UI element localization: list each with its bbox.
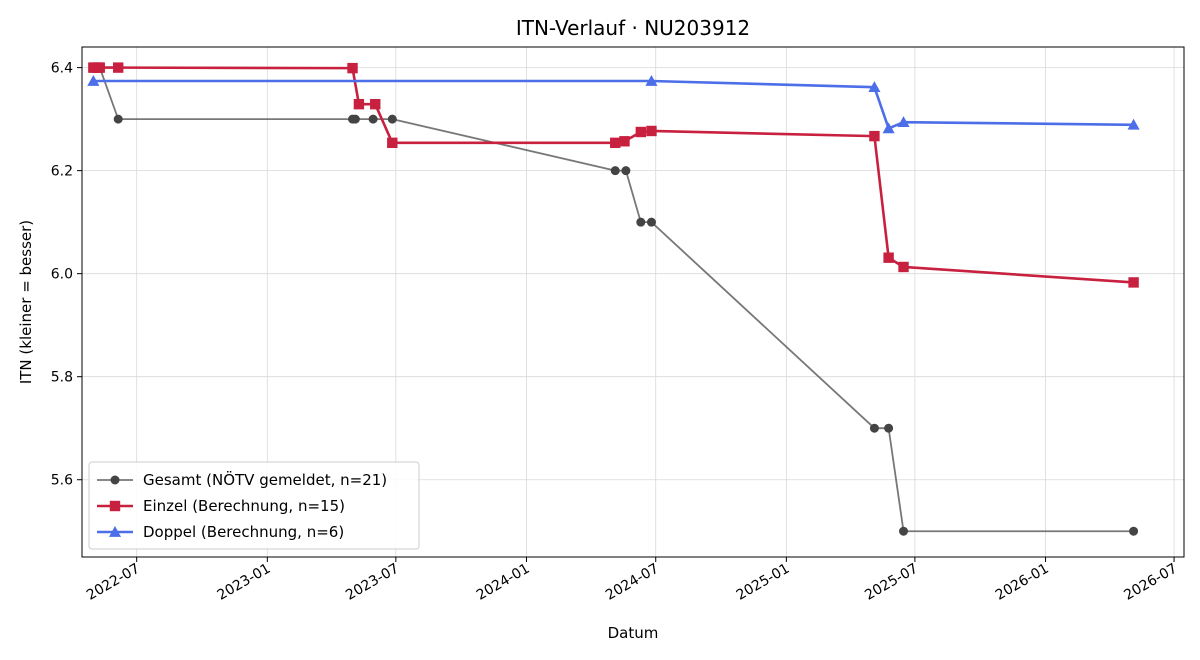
data-point bbox=[645, 74, 658, 86]
y-tick-label: 5.6 bbox=[51, 473, 73, 489]
x-tick-label: 2025-01 bbox=[734, 561, 793, 604]
data-point bbox=[353, 98, 365, 110]
data-point bbox=[884, 423, 894, 433]
data-point bbox=[1129, 526, 1139, 536]
chart-title: ITN-Verlauf · NU203912 bbox=[516, 16, 750, 40]
data-point bbox=[87, 74, 100, 86]
legend-item: Einzel (Berechnung, n=15) bbox=[97, 497, 345, 515]
x-axis-label: Datum bbox=[608, 624, 659, 642]
series-line bbox=[93, 66, 1134, 284]
data-point bbox=[368, 114, 378, 124]
data-point bbox=[646, 125, 657, 137]
y-tick-label: 6.4 bbox=[51, 61, 73, 77]
data-point bbox=[370, 98, 381, 110]
x-tick-label: 2022-07 bbox=[84, 561, 143, 604]
series-layer bbox=[87, 62, 1140, 536]
y-axis-label: ITN (kleiner = besser) bbox=[17, 220, 35, 384]
legend-label: Gesamt (NÖTV gemeldet, n=21) bbox=[143, 470, 387, 489]
legend-item: Doppel (Berechnung, n=6) bbox=[97, 523, 344, 541]
legend-item: Gesamt (NÖTV gemeldet, n=21) bbox=[97, 470, 387, 489]
series-line bbox=[93, 79, 1134, 130]
x-tick-label: 2024-01 bbox=[474, 561, 533, 604]
data-point bbox=[619, 136, 630, 147]
data-point bbox=[113, 114, 123, 124]
x-tick-label: 2026-01 bbox=[993, 561, 1052, 604]
x-tick-label: 2023-07 bbox=[343, 561, 402, 604]
data-point bbox=[387, 137, 398, 149]
data-point bbox=[898, 261, 909, 273]
data-point bbox=[387, 114, 397, 124]
data-point bbox=[883, 252, 894, 263]
x-tick-label: 2025-07 bbox=[862, 561, 921, 604]
plot-area-frame bbox=[81, 46, 1185, 558]
data-point bbox=[108, 525, 122, 537]
data-point bbox=[1127, 118, 1140, 130]
series-square bbox=[88, 62, 1139, 288]
legend: Gesamt (NÖTV gemeldet, n=21) Einzel (Bere… bbox=[88, 461, 420, 550]
data-point bbox=[636, 217, 646, 227]
data-point bbox=[869, 130, 880, 142]
legend-label: Doppel (Berechnung, n=6) bbox=[143, 523, 344, 541]
data-point bbox=[113, 62, 124, 73]
data-point bbox=[110, 475, 120, 485]
data-point bbox=[347, 62, 358, 74]
data-point bbox=[646, 217, 656, 227]
data-point bbox=[635, 126, 647, 138]
legend-label: Einzel (Berechnung, n=15) bbox=[143, 497, 345, 515]
y-tick-label: 6.0 bbox=[51, 267, 73, 283]
data-point bbox=[899, 526, 909, 536]
data-point bbox=[869, 423, 879, 433]
y-tick-label: 6.2 bbox=[51, 164, 73, 180]
y-tick-label: 5.8 bbox=[51, 370, 73, 386]
data-point bbox=[109, 500, 121, 512]
data-point bbox=[1128, 277, 1139, 288]
legend-box bbox=[88, 461, 420, 550]
data-point bbox=[610, 166, 620, 176]
data-point bbox=[868, 81, 881, 93]
series-triangle bbox=[87, 74, 1140, 134]
data-point bbox=[350, 114, 360, 124]
data-point bbox=[610, 137, 621, 149]
grid bbox=[82, 47, 1184, 557]
data-point bbox=[94, 62, 105, 73]
x-tick-label: 2026-07 bbox=[1121, 561, 1180, 604]
data-point bbox=[897, 116, 910, 128]
x-tick-label: 2024-07 bbox=[603, 561, 662, 604]
data-point bbox=[882, 122, 895, 134]
x-tick-label: 2023-01 bbox=[215, 561, 274, 604]
data-point bbox=[621, 166, 631, 176]
